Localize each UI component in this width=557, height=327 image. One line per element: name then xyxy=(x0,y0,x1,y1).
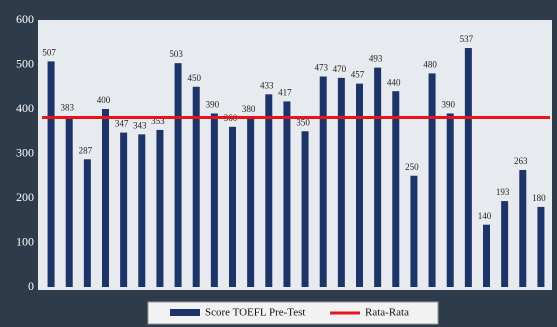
value-label: 440 xyxy=(387,77,401,87)
value-label: 537 xyxy=(460,34,474,44)
bar xyxy=(483,224,490,287)
legend-label: Score TOEFL Pre-Test xyxy=(205,307,305,319)
value-label: 287 xyxy=(79,145,93,155)
value-label: 140 xyxy=(478,211,492,221)
bar xyxy=(138,134,146,287)
value-label: 503 xyxy=(169,49,183,59)
value-label: 450 xyxy=(187,73,201,83)
bar xyxy=(156,129,164,287)
bar xyxy=(120,132,128,287)
bar xyxy=(283,101,291,287)
value-label: 193 xyxy=(496,187,510,197)
value-label: 263 xyxy=(514,156,528,166)
bar xyxy=(102,109,109,287)
bar xyxy=(265,94,273,287)
value-label: 507 xyxy=(42,47,56,57)
bar xyxy=(192,86,200,287)
bar xyxy=(247,117,255,288)
value-label: 347 xyxy=(115,119,129,129)
legend-swatch xyxy=(170,309,200,316)
value-label: 250 xyxy=(405,162,419,172)
value-label: 417 xyxy=(278,87,292,97)
bar xyxy=(83,159,91,287)
value-label: 180 xyxy=(532,193,546,203)
bar xyxy=(229,126,236,287)
plot-area xyxy=(38,20,552,290)
bar xyxy=(374,67,382,288)
value-label: 390 xyxy=(206,100,220,110)
value-label: 380 xyxy=(242,104,256,114)
bar xyxy=(428,73,436,288)
bar xyxy=(519,169,527,287)
y-tick-label: 400 xyxy=(16,101,34,115)
bar xyxy=(301,131,309,287)
value-label: 470 xyxy=(333,64,347,74)
value-label: 350 xyxy=(296,117,310,127)
bar xyxy=(537,206,545,287)
value-label: 383 xyxy=(60,103,74,113)
bar xyxy=(319,76,327,287)
y-tick-label: 500 xyxy=(16,56,34,70)
value-label: 390 xyxy=(441,100,455,110)
bar xyxy=(356,83,363,287)
y-tick-label: 600 xyxy=(16,12,34,26)
legend xyxy=(147,301,439,325)
bar xyxy=(464,48,472,287)
y-tick-label: 300 xyxy=(16,145,34,159)
bar xyxy=(174,63,182,287)
bar xyxy=(501,201,509,287)
y-tick-label: 200 xyxy=(16,190,34,204)
value-label: 433 xyxy=(260,80,274,90)
legend-label: Rata-Rata xyxy=(365,307,409,319)
value-label: 493 xyxy=(369,54,383,64)
y-tick-label: 100 xyxy=(16,234,34,248)
value-label: 400 xyxy=(97,95,111,105)
value-label: 353 xyxy=(151,116,165,126)
value-label: 480 xyxy=(423,59,437,69)
value-label: 457 xyxy=(351,70,365,80)
value-label: 473 xyxy=(314,63,328,73)
y-tick-label: 0 xyxy=(28,279,34,293)
bar xyxy=(47,61,55,288)
bar xyxy=(410,175,418,287)
bar xyxy=(392,91,400,287)
bar xyxy=(65,116,73,287)
value-label: 343 xyxy=(133,120,147,130)
bar xyxy=(210,113,218,287)
bar xyxy=(337,77,345,287)
bar xyxy=(446,113,454,287)
